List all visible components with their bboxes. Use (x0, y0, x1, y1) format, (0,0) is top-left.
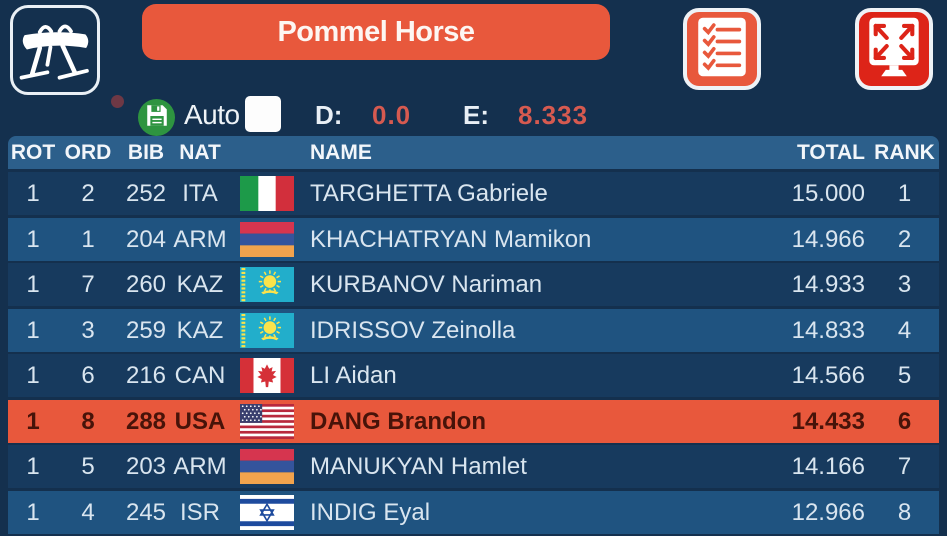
row-total: 14.966 (791, 225, 865, 253)
table-row[interactable]: 1 4 245 ISR INDIG Eyal 12.966 8 (8, 490, 939, 534)
row-gymnast-name: IDRISSOV Zeinolla (310, 316, 516, 344)
row-nation: USA (174, 407, 226, 435)
e-score-value: 8.333 (518, 100, 589, 130)
flag-icon (240, 449, 294, 484)
row-gymnast-name: KHACHATRYAN Mamikon (310, 225, 592, 253)
row-rotation: 1 (26, 316, 40, 344)
row-nation: ARM (173, 453, 227, 480)
row-bib: 203 (125, 453, 167, 480)
apparatus-title-button[interactable]: Pommel Horse (142, 4, 610, 60)
col-nat: NAT (179, 141, 221, 164)
row-rank: 8 (897, 498, 912, 526)
save-icon (138, 97, 175, 139)
flag-icon (240, 176, 294, 211)
results-table: 1 2 252 ITA TARGHETTA Gabriele 15.000 1 … (8, 172, 939, 536)
row-rank: 7 (897, 453, 912, 480)
row-total: 14.833 (791, 316, 865, 344)
d-score-value: 0.0 (372, 100, 412, 130)
col-rank: RANK (874, 141, 935, 164)
row-rotation: 1 (26, 362, 40, 389)
row-gymnast-name: KURBANOV Nariman (310, 271, 543, 298)
table-row[interactable]: 1 8 288 USA DANG Brandon 14.433 6 (8, 399, 939, 443)
row-total: 15.000 (791, 180, 865, 207)
flag-icon (240, 494, 294, 530)
col-bib: BIB (127, 141, 165, 164)
auto-checkbox[interactable] (245, 96, 281, 132)
flag-icon (240, 403, 294, 439)
row-total: 12.966 (791, 498, 865, 526)
col-ord: ORD (64, 141, 112, 164)
row-rank: 4 (897, 316, 912, 344)
row-order: 4 (81, 498, 95, 526)
fullscreen-icon (862, 13, 926, 86)
row-order: 3 (81, 316, 95, 344)
row-nation: ARM (173, 225, 227, 253)
row-total: 14.566 (791, 362, 865, 389)
row-order: 6 (81, 362, 95, 389)
page-title: Pommel Horse (277, 15, 475, 48)
row-gymnast-name: TARGHETTA Gabriele (310, 180, 548, 207)
row-bib: 252 (125, 180, 167, 207)
row-rank: 2 (897, 225, 912, 253)
row-rotation: 1 (26, 498, 40, 526)
col-total: TOTAL (796, 141, 865, 164)
row-bib: 259 (125, 316, 167, 344)
checklist-icon (690, 13, 754, 86)
row-nation: ISR (179, 498, 220, 526)
results-list-button[interactable] (683, 8, 761, 90)
row-rank: 6 (897, 407, 912, 435)
row-rotation: 1 (26, 407, 40, 435)
apparatus-button[interactable] (10, 5, 100, 95)
row-nation: KAZ (176, 316, 224, 344)
row-rank: 5 (897, 362, 912, 389)
d-score-label: D: (315, 100, 343, 130)
row-order: 5 (81, 453, 95, 480)
e-score-label: E: (463, 100, 489, 130)
row-rank: 3 (897, 271, 912, 298)
table-row[interactable]: 1 5 203 ARM MANUKYAN Hamlet 14.166 7 (8, 445, 939, 488)
flag-icon (240, 267, 294, 302)
row-gymnast-name: LI Aidan (310, 362, 397, 389)
row-bib: 216 (125, 362, 167, 389)
row-nation: CAN (174, 362, 226, 389)
row-total: 14.166 (791, 453, 865, 480)
table-row[interactable]: 1 2 252 ITA TARGHETTA Gabriele 15.000 1 (8, 172, 939, 215)
row-bib: 288 (125, 407, 167, 435)
row-gymnast-name: MANUKYAN Hamlet (310, 453, 527, 480)
table-row[interactable]: 1 7 260 KAZ KURBANOV Nariman 14.933 3 (8, 263, 939, 306)
row-rank: 1 (897, 180, 912, 207)
row-nation: KAZ (176, 271, 224, 298)
flag-icon (240, 312, 294, 348)
flag-icon (240, 358, 294, 393)
pommel-horse-icon (17, 10, 93, 91)
row-gymnast-name: INDIG Eyal (310, 498, 431, 526)
row-rotation: 1 (26, 225, 40, 253)
row-gymnast-name: DANG Brandon (310, 407, 486, 435)
fullscreen-button[interactable] (855, 8, 933, 90)
row-order: 2 (81, 180, 95, 207)
table-row[interactable]: 1 1 204 ARM KHACHATRYAN Mamikon 14.966 2 (8, 217, 939, 261)
table-row[interactable]: 1 3 259 KAZ IDRISSOV Zeinolla 14.833 4 (8, 308, 939, 352)
row-rotation: 1 (26, 271, 40, 298)
row-bib: 204 (125, 225, 167, 253)
flag-icon (240, 221, 294, 257)
row-nation: ITA (182, 180, 218, 207)
row-order: 8 (81, 407, 95, 435)
table-row[interactable]: 1 6 216 CAN LI Aidan 14.566 5 (8, 354, 939, 397)
auto-label: Auto (184, 99, 240, 130)
status-dot (111, 95, 124, 108)
row-order: 1 (81, 225, 95, 253)
row-rotation: 1 (26, 180, 40, 207)
row-total: 14.433 (791, 407, 865, 435)
col-rot: ROT (10, 141, 56, 164)
save-button[interactable] (138, 99, 175, 136)
row-bib: 260 (125, 271, 167, 298)
row-bib: 245 (125, 498, 167, 526)
row-order: 7 (81, 271, 95, 298)
row-total: 14.933 (791, 271, 865, 298)
table-header: ROT ORD BIB NAT NAME TOTAL RANK (8, 136, 939, 169)
row-rotation: 1 (26, 453, 40, 480)
col-name: NAME (310, 141, 372, 164)
